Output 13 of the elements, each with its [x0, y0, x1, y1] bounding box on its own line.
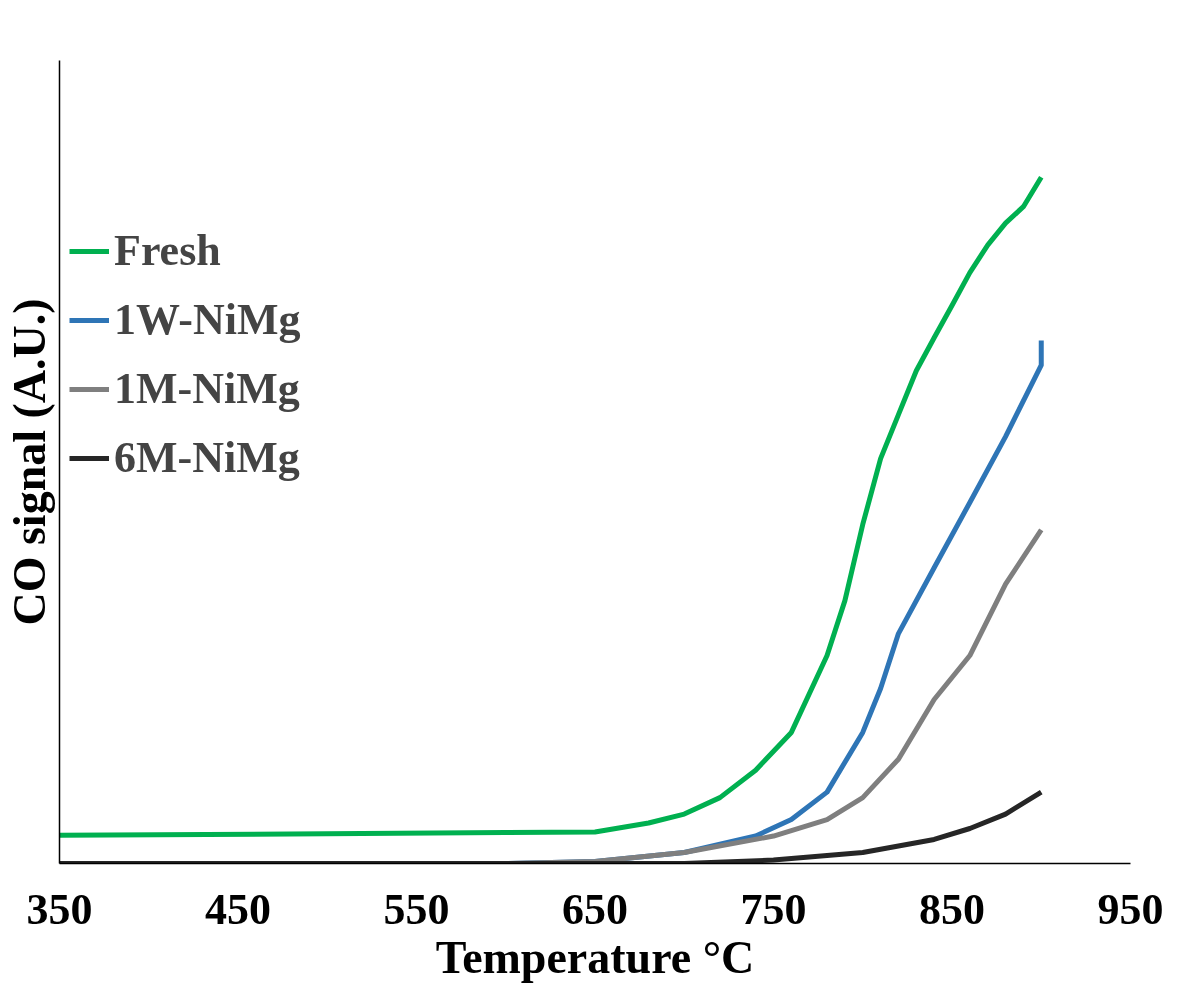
x-tick-label: 450: [205, 884, 271, 934]
legend-label: Fresh: [114, 225, 221, 276]
x-tick-label: 850: [919, 884, 985, 934]
legend-label: 1M-NiMg: [114, 363, 300, 414]
y-axis-title: CO signal (A.U.): [3, 298, 55, 626]
x-tick-label: 350: [26, 884, 93, 934]
legend-label: 6M-NiMg: [114, 432, 300, 483]
x-tick-label: 750: [740, 884, 807, 934]
x-tick-label: 550: [383, 884, 450, 934]
legend-label: 1W-NiMg: [114, 294, 301, 345]
x-tick-label: 950: [1097, 884, 1164, 934]
x-axis-title: Temperature °C: [435, 931, 755, 983]
x-tick-label: 650: [562, 884, 628, 934]
